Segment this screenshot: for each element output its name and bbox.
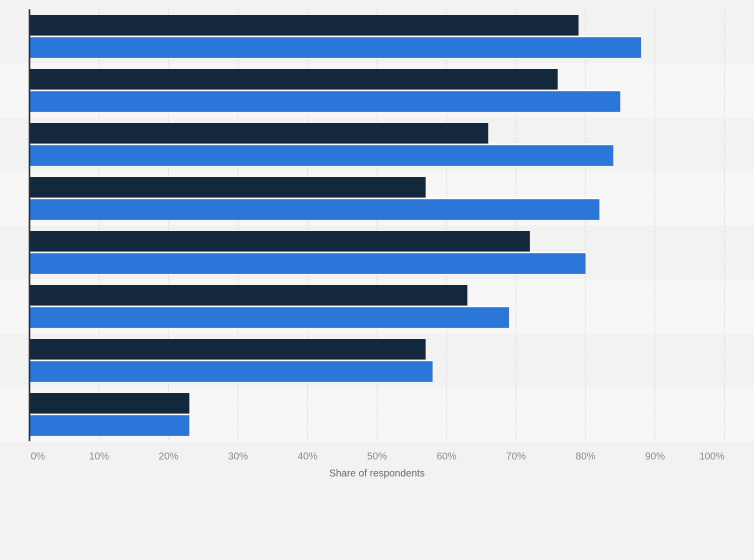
svg-text:40%: 40% bbox=[298, 452, 318, 463]
svg-text:Share of respondents: Share of respondents bbox=[329, 469, 425, 480]
svg-text:20%: 20% bbox=[159, 452, 179, 463]
svg-text:70%: 70% bbox=[506, 452, 526, 463]
svg-text:80%: 80% bbox=[576, 452, 596, 463]
svg-text:30%: 30% bbox=[228, 452, 248, 463]
svg-text:100%: 100% bbox=[699, 452, 724, 463]
svg-text:0%: 0% bbox=[31, 452, 45, 463]
svg-text:60%: 60% bbox=[437, 452, 457, 463]
svg-text:50%: 50% bbox=[367, 452, 387, 463]
svg-text:90%: 90% bbox=[645, 452, 665, 463]
svg-text:10%: 10% bbox=[89, 452, 109, 463]
